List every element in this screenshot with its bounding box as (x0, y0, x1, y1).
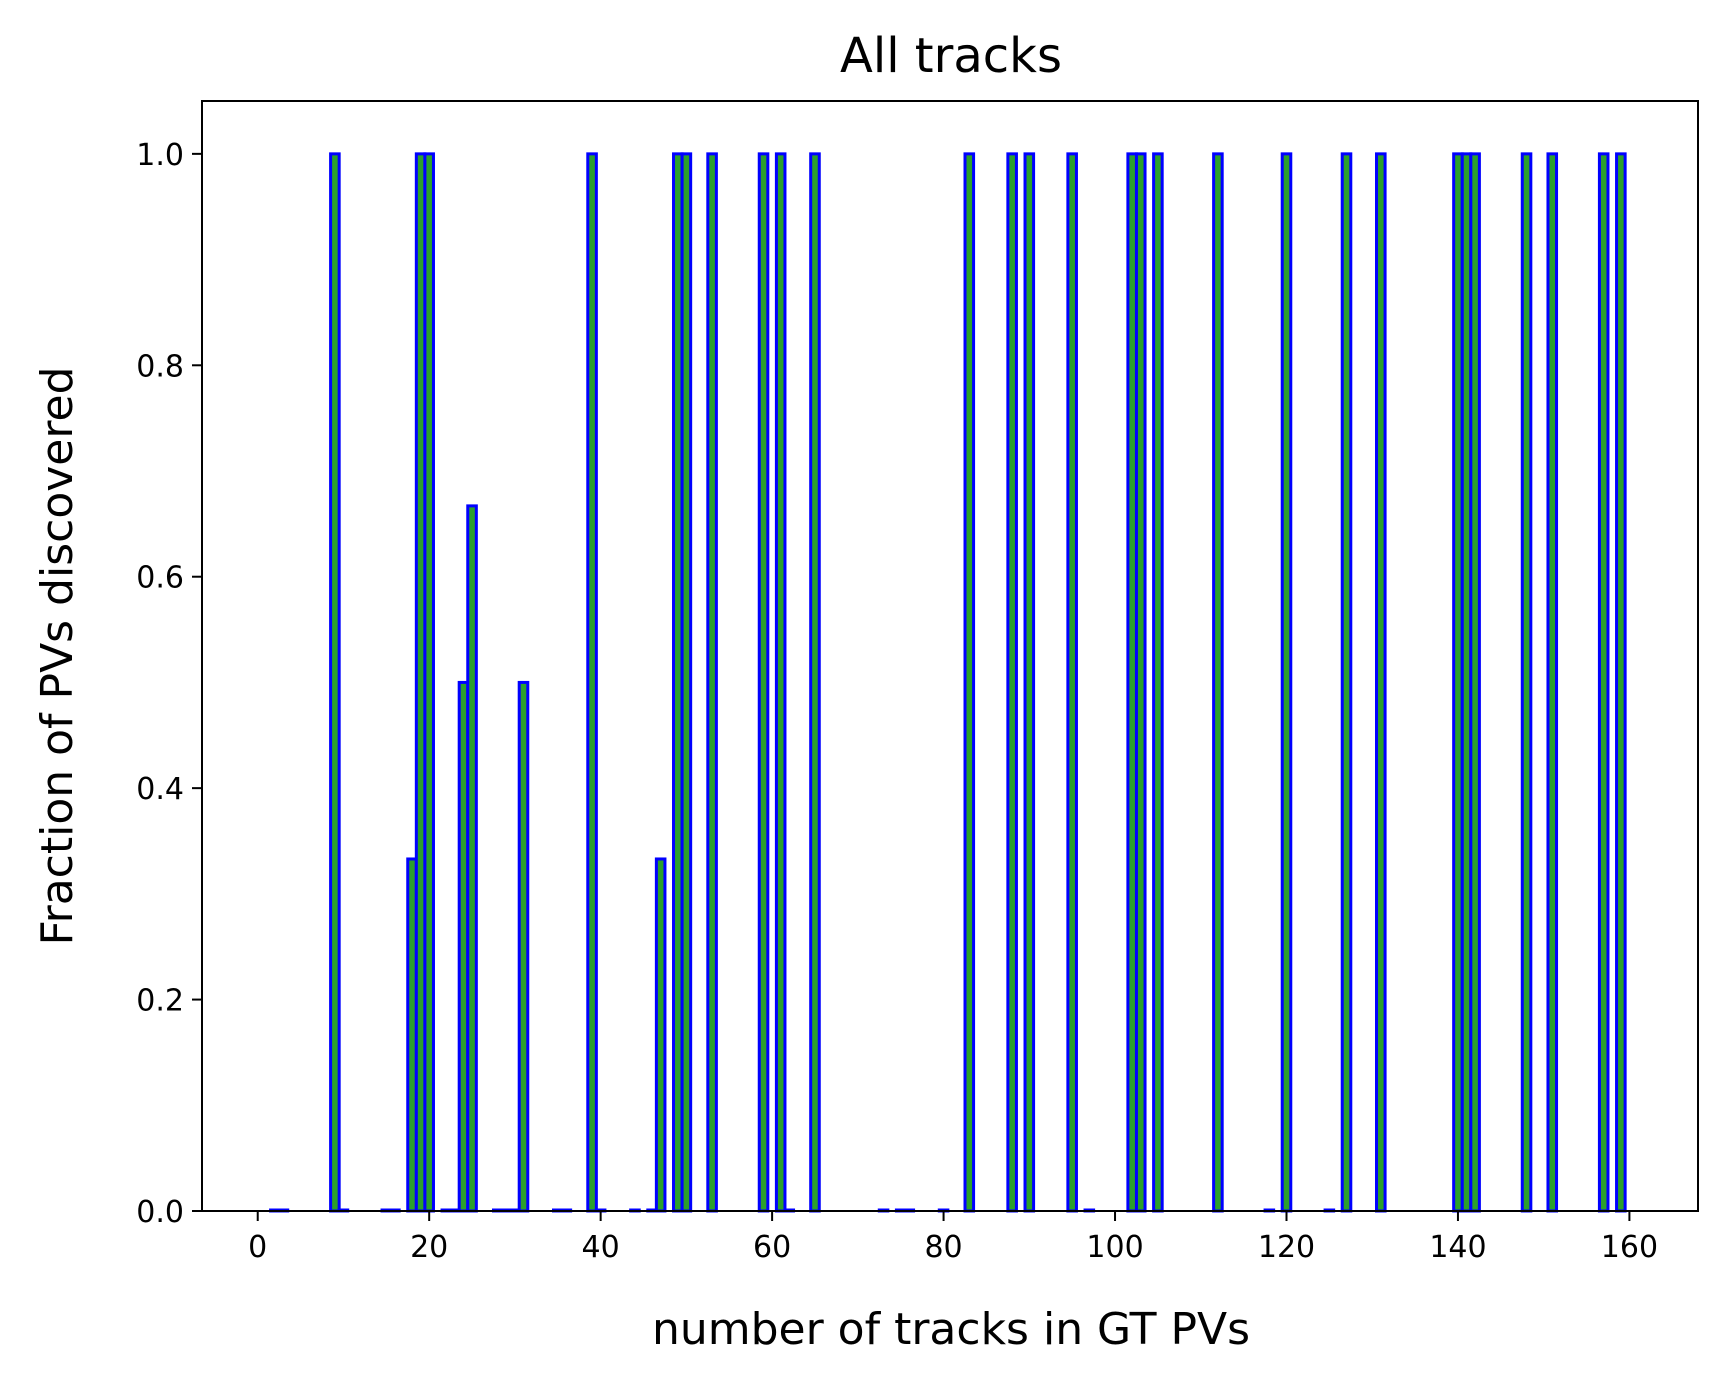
y-tick-label: 0.2 (136, 984, 184, 1019)
x-axis-ticks: 0 20 40 60 80 100 120 140 160 (248, 1211, 1658, 1265)
x-tick-label: 100 (1086, 1230, 1143, 1265)
bars-group (269, 152, 1627, 1213)
x-tick-label: 60 (753, 1230, 791, 1265)
y-axis-label: Fraction of PVs discovered (32, 367, 83, 946)
bar (706, 152, 718, 1213)
bar (1023, 152, 1036, 1213)
x-axis-label: number of tracks in GT PVs (652, 1304, 1250, 1355)
bar (1066, 152, 1078, 1213)
x-tick-label: 0 (248, 1230, 267, 1265)
bar (1340, 152, 1353, 1213)
x-tick-label: 120 (1258, 1230, 1315, 1265)
plot-frame (201, 100, 1699, 1212)
y-tick-label: 0.0 (136, 1195, 184, 1230)
bar (654, 857, 667, 1213)
bar (963, 152, 976, 1213)
bar (1546, 152, 1559, 1213)
x-tick-label: 140 (1429, 1230, 1486, 1265)
y-tick-label: 0.6 (136, 561, 184, 596)
bar (1597, 152, 1610, 1213)
bar (466, 504, 478, 1213)
x-tick-label: 80 (924, 1230, 962, 1265)
x-tick-label: 40 (582, 1230, 620, 1265)
bar (774, 152, 787, 1213)
bar (1152, 152, 1164, 1213)
bar (1469, 152, 1481, 1213)
bar (809, 152, 821, 1213)
y-tick-label: 0.8 (136, 349, 184, 384)
bar (1280, 152, 1293, 1213)
bar (1212, 152, 1224, 1213)
y-tick-label: 0.4 (136, 772, 184, 807)
x-tick-label: 20 (410, 1230, 448, 1265)
bar (586, 152, 598, 1213)
bar (1615, 152, 1627, 1213)
bar (1520, 152, 1533, 1213)
y-axis-ticks: 0.0 0.2 0.4 0.6 0.8 1.0 (136, 138, 202, 1230)
bar (517, 680, 530, 1213)
x-tick-label: 160 (1601, 1230, 1658, 1265)
chart-title: All tracks (840, 28, 1062, 84)
bar (423, 152, 435, 1213)
bar (1134, 152, 1147, 1213)
bar (1006, 152, 1018, 1213)
y-tick-label: 1.0 (136, 138, 184, 173)
bar (329, 152, 341, 1213)
bar (680, 152, 693, 1213)
bar (1375, 152, 1387, 1213)
bar (757, 152, 770, 1213)
